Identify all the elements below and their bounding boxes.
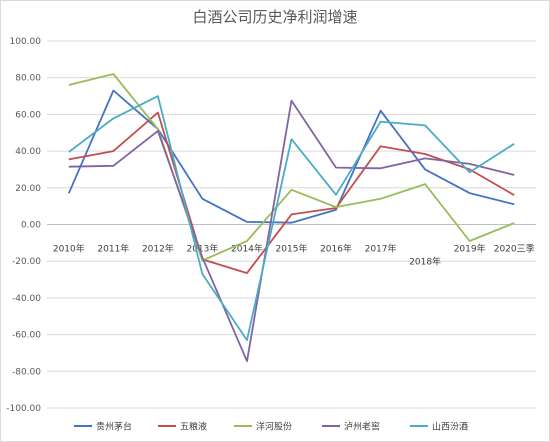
y-tick-label: -20.00 bbox=[12, 257, 41, 267]
y-tick-label: 80.00 bbox=[15, 74, 41, 84]
y-tick-label: 60.00 bbox=[15, 110, 41, 120]
x-tick-label: 2020三季 bbox=[494, 243, 535, 255]
x-tick-label: 2016年 bbox=[320, 243, 352, 255]
legend: 贵州茅台 五粮液 洋河股份 泸州老窖 山西汾酒 bbox=[74, 421, 468, 433]
x-tick-label: 2010年 bbox=[53, 243, 85, 255]
series-line bbox=[68, 95, 515, 342]
legend-label: 五粮液 bbox=[180, 421, 207, 433]
series-line bbox=[67, 89, 515, 224]
x-tick-label: 2018年 bbox=[409, 256, 441, 268]
series-lines bbox=[67, 73, 515, 363]
x-tick-label: 2011年 bbox=[97, 243, 129, 255]
x-tick-label: 2012年 bbox=[142, 243, 174, 255]
legend-label: 泸州老窖 bbox=[344, 421, 380, 433]
legend-label: 山西汾酒 bbox=[432, 422, 468, 433]
y-tick-label: 40.00 bbox=[15, 147, 41, 157]
y-tick-label: -60.00 bbox=[12, 331, 41, 341]
x-axis-ticks: 2010年 2011年 2012年 2013年 2014年 2015年 2016年 2017年… bbox=[53, 243, 535, 268]
grid-lines bbox=[47, 40, 536, 409]
series-line bbox=[68, 99, 515, 363]
y-tick-label: -100.00 bbox=[6, 404, 41, 414]
y-axis-ticks: 100.00 80.00 60.00 40.00 20.00 0.00 -20.00 -40.… bbox=[6, 37, 41, 414]
series-line bbox=[68, 111, 515, 275]
y-tick-label: 0.00 bbox=[21, 221, 41, 231]
x-tick-label: 2017年 bbox=[365, 243, 397, 255]
legend-label: 贵州茅台 bbox=[96, 421, 132, 433]
x-tick-label: 2013年 bbox=[186, 243, 218, 255]
series-line bbox=[68, 73, 515, 262]
x-tick-label: 2014年 bbox=[231, 243, 263, 255]
x-tick-label: 2019年 bbox=[454, 243, 486, 255]
x-tick-label: 2015年 bbox=[276, 243, 308, 255]
y-tick-label: -80.00 bbox=[12, 367, 41, 377]
chart-title: 白酒公司历史净利润增速 bbox=[192, 8, 357, 26]
legend-label: 洋河股份 bbox=[256, 421, 292, 433]
y-tick-label: 20.00 bbox=[15, 184, 41, 194]
y-tick-label: -40.00 bbox=[12, 294, 41, 304]
y-tick-label: 100.00 bbox=[10, 37, 42, 47]
